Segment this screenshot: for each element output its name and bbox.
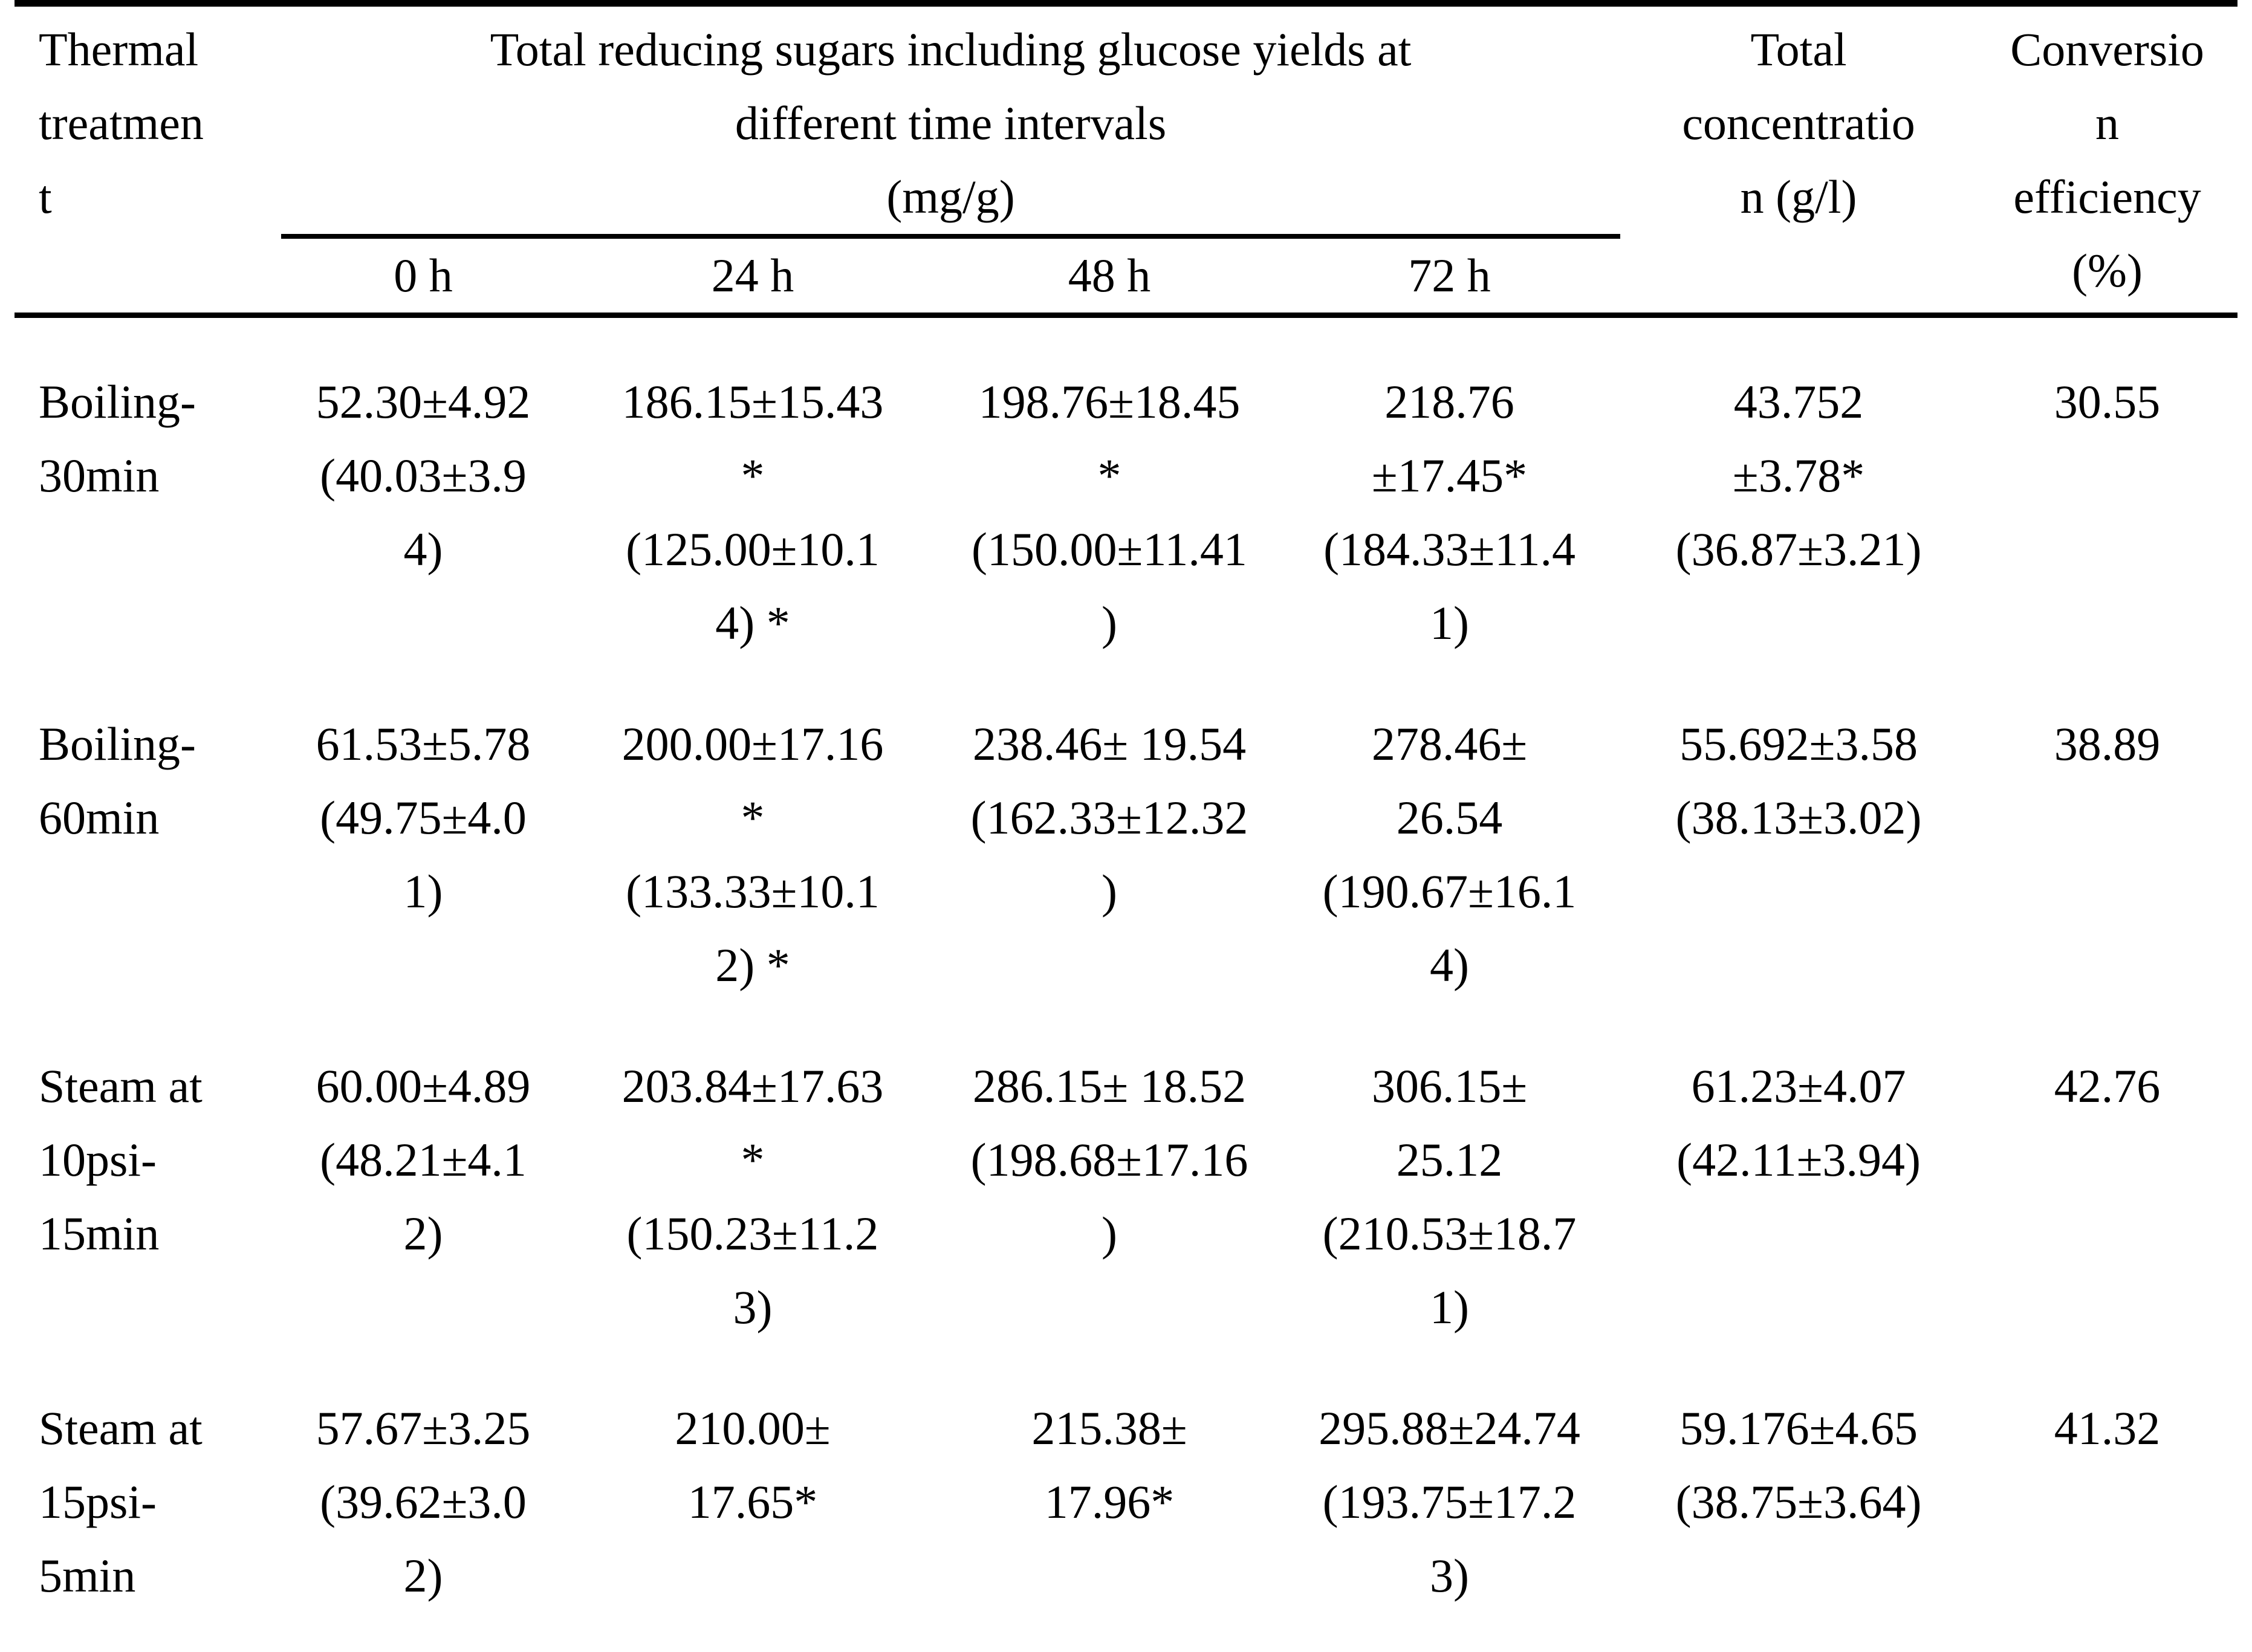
cell-row4-72h: 295.88±24.74 (193.75±17.2 3) — [1319, 1402, 1580, 1602]
cell-row4-concentration: 59.176±4.65 (38.75±3.64) — [1675, 1402, 1922, 1528]
cell-row4-0h: 57.67±3.25 (39.62±3.0 2) — [316, 1402, 531, 1602]
cell-row3-treatment: Steam at 10psi- 15min — [39, 1060, 203, 1260]
cell-row1-48h: 198.76±18.45 * (150.00±11.41 ) — [972, 375, 1247, 649]
table-row-steam-15psi-5min: Steam at 15psi- 5min 57.67±3.25 (39.62±3… — [15, 1344, 2237, 1613]
cell-row1-treatment: Boiling- 30min — [39, 375, 196, 502]
table-row-boiling-30min: Boiling- 30min 52.30±4.92 (40.03±3.9 4) … — [15, 316, 2237, 661]
cell-row4-24h: 210.00± 17.65* — [675, 1402, 831, 1528]
cell-row4-treatment: Steam at 15psi- 5min — [39, 1402, 203, 1602]
header-time-0h: 0 h — [281, 236, 565, 318]
cell-row2-efficiency: 38.89 — [2054, 717, 2161, 770]
cell-row2-48h: 238.46± 19.54 (162.33±12.32 ) — [970, 717, 1248, 918]
cell-row3-concentration: 61.23±4.07 (42.11±3.94) — [1676, 1060, 1921, 1186]
cell-row3-72h: 306.15± 25.12 (210.53±18.7 1) — [1322, 1060, 1577, 1333]
thermal-treatment-results-table: Thermal treatmen t Total reducing sugars… — [15, 0, 2238, 1613]
cell-row1-24h: 186.15±15.43 * (125.00±10.1 4) * — [621, 375, 884, 649]
cell-row2-concentration: 55.692±3.58 (38.13±3.02) — [1675, 717, 1922, 844]
table-row-steam-10psi-15min: Steam at 10psi- 15min 60.00±4.89 (48.21±… — [15, 1002, 2237, 1344]
header-thermal-treatment: Thermal treatmen t — [15, 3, 281, 318]
cell-row1-72h: 218.76 ±17.45* (184.33±11.4 1) — [1323, 375, 1575, 649]
table-header: Thermal treatmen t Total reducing sugars… — [15, 3, 2238, 318]
cell-row3-24h: 203.84±17.63 * (150.23±11.2 3) — [621, 1060, 884, 1333]
cell-row2-0h: 61.53±5.78 (49.75±4.0 1) — [316, 717, 531, 918]
table-row-boiling-60min: Boiling- 60min 61.53±5.78 (49.75±4.0 1) … — [15, 660, 2237, 1002]
cell-row1-efficiency: 30.55 — [2054, 375, 2161, 428]
cell-row2-72h: 278.46± 26.54 (190.67±16.1 4) — [1322, 717, 1577, 991]
header-time-48h: 48 h — [940, 236, 1279, 318]
table-body: Boiling- 30min 52.30±4.92 (40.03±3.9 4) … — [15, 316, 2237, 1613]
cell-row4-48h: 215.38± 17.96* — [1031, 1402, 1187, 1528]
header-time-72h: 72 h — [1279, 236, 1621, 318]
cell-row1-concentration: 43.752 ±3.78* (36.87±3.21) — [1675, 375, 1922, 575]
header-reducing-sugars-group: Total reducing sugars including glucose … — [281, 3, 1621, 239]
header-time-24h: 24 h — [565, 236, 940, 318]
cell-row1-0h: 52.30±4.92 (40.03±3.9 4) — [316, 375, 531, 575]
cell-row3-efficiency: 42.76 — [2054, 1060, 2161, 1112]
cell-row4-efficiency: 41.32 — [2054, 1402, 2161, 1454]
cell-row2-24h: 200.00±17.16 * (133.33±10.1 2) * — [621, 717, 884, 991]
cell-row2-treatment: Boiling- 60min — [39, 717, 196, 844]
cell-row3-48h: 286.15± 18.52 (198.68±17.16 ) — [970, 1060, 1248, 1260]
header-total-concentration: Total concentratio n (g/l) — [1620, 3, 1978, 318]
header-conversion-efficiency: Conversio n efficiency (%) — [1977, 3, 2238, 318]
cell-row3-0h: 60.00±4.89 (48.21±4.1 2) — [316, 1060, 531, 1260]
